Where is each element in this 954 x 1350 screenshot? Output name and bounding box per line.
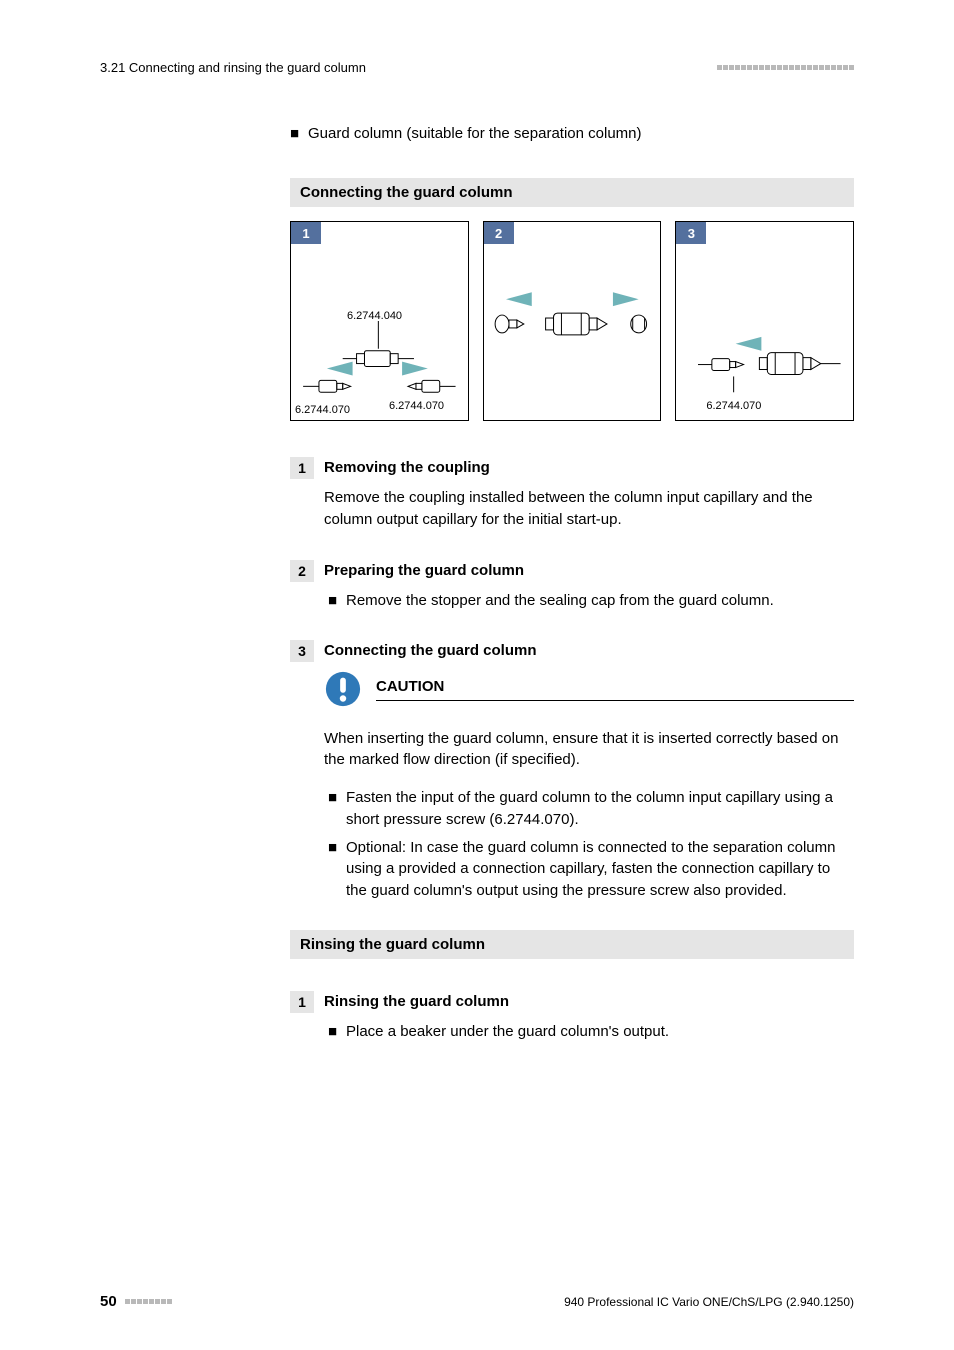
step-1: 1 Removing the coupling Remove the coupl… [290, 457, 854, 538]
step-number: 2 [290, 560, 314, 582]
page-header: 3.21 Connecting and rinsing the guard co… [100, 60, 854, 75]
arrow-left-icon [327, 362, 353, 376]
step-number: 1 [290, 457, 314, 479]
fig1-label-bl: 6.2744.070 [295, 404, 350, 416]
figure-tab-2: 2 [484, 222, 514, 244]
page-number: 50 [100, 1293, 117, 1310]
intro-bullet: ■ Guard column (suitable for the separat… [290, 125, 854, 142]
arrow-right-icon [402, 362, 428, 376]
figure-panel-1: 1 [290, 221, 469, 421]
bullet-icon: ■ [328, 590, 346, 612]
step-number: 3 [290, 640, 314, 662]
bullet-text: Optional: In case the guard column is co… [346, 837, 854, 902]
intro-bullet-text: Guard column (suitable for the separatio… [308, 125, 854, 142]
bullet-icon: ■ [328, 1021, 346, 1043]
bullet-text: Place a beaker under the guard column's … [346, 1021, 854, 1043]
header-dots-icon [717, 65, 854, 70]
caution-text: When inserting the guard column, ensure … [324, 728, 854, 772]
bullet-text: Fasten the input of the guard column to … [346, 787, 854, 831]
step-paragraph: Remove the coupling installed between th… [324, 487, 854, 531]
procedure-title-bar: Connecting the guard column [290, 178, 854, 207]
step-2: 2 Preparing the guard column ■ Remove th… [290, 560, 854, 618]
procedure-title-bar-2: Rinsing the guard column [290, 930, 854, 959]
fig1-label-top: 6.2744.040 [347, 310, 402, 322]
figure-panel-3: 3 [675, 221, 854, 421]
figure-panel-2: 2 [483, 221, 662, 421]
section-number: 3.21 Connecting and rinsing the guard co… [100, 60, 366, 75]
footer-doc-id: 940 Professional IC Vario ONE/ChS/LPG (2… [564, 1295, 854, 1309]
bullet-icon: ■ [328, 787, 346, 831]
figure-tab-3: 3 [676, 222, 706, 244]
step-title: Rinsing the guard column [324, 991, 854, 1013]
step-title: Removing the coupling [324, 457, 854, 479]
caution-icon [324, 670, 362, 708]
bullet-icon: ■ [290, 125, 308, 142]
figure-tab-1: 1 [291, 222, 321, 244]
step-number: 1 [290, 991, 314, 1013]
fig3-label: 6.2744.070 [706, 400, 761, 412]
fig1-label-br: 6.2744.070 [389, 400, 444, 412]
step-3: 3 Connecting the guard column CAUTION [290, 640, 854, 908]
figure-3-svg [676, 222, 853, 420]
step-title: Preparing the guard column [324, 560, 854, 582]
arrow-right-icon [736, 337, 762, 351]
footer-dots-icon [125, 1299, 172, 1304]
figure-row: 1 [290, 221, 854, 421]
bullet-icon: ■ [328, 837, 346, 902]
proc2-step-1: 1 Rinsing the guard column ■ Place a bea… [290, 991, 854, 1049]
caution-block: CAUTION When inserting the guard column,… [324, 670, 854, 772]
step-title: Connecting the guard column [324, 640, 854, 662]
page-footer: 50 940 Professional IC Vario ONE/ChS/LPG… [100, 1293, 854, 1310]
figure-2-svg [484, 222, 661, 420]
arrow-right-icon [613, 292, 639, 306]
caution-label: CAUTION [376, 676, 854, 701]
bullet-text: Remove the stopper and the sealing cap f… [346, 590, 854, 612]
arrow-left-icon [506, 292, 532, 306]
